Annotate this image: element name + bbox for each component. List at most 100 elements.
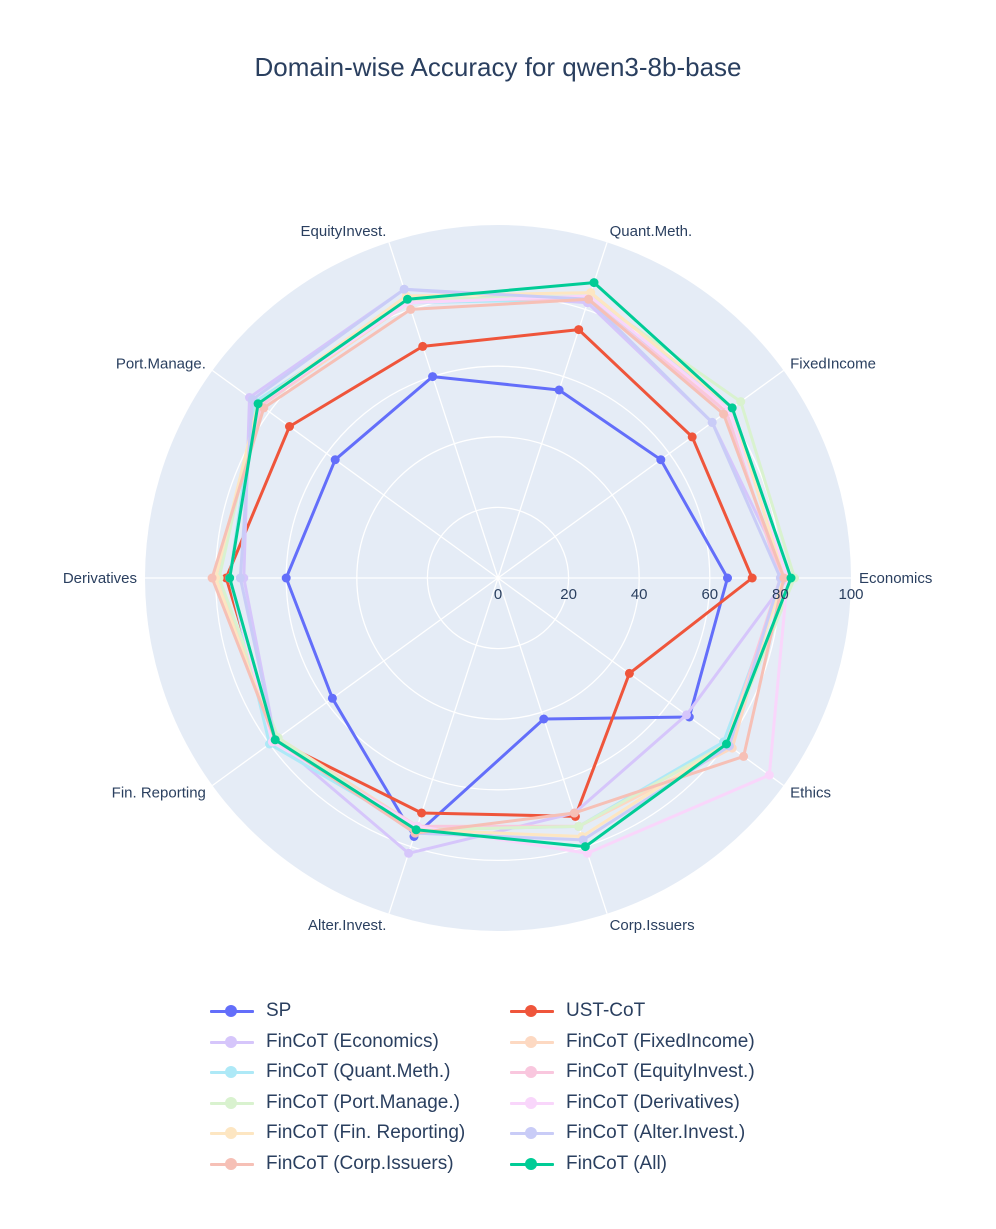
legend-swatch: [208, 1157, 256, 1171]
radial-tick-label: 80: [772, 586, 789, 603]
legend-label: FinCoT (EquityInvest.): [566, 1061, 755, 1083]
data-point: [270, 735, 280, 745]
angular-gridline: [497, 577, 608, 914]
legend-label: FinCoT (Corp.Issuers): [266, 1152, 454, 1174]
legend-item[interactable]: FinCoT (EquityInvest.): [508, 1057, 808, 1088]
legend-item[interactable]: FinCoT (Port.Manage.): [208, 1088, 508, 1119]
data-point: [253, 399, 263, 409]
data-point: [719, 409, 729, 419]
legend-label: FinCoT (Fin. Reporting): [266, 1122, 466, 1144]
legend-swatch: [208, 1035, 256, 1049]
legend-label: FinCoT (All): [566, 1152, 667, 1174]
legend-item[interactable]: FinCoT (All): [508, 1149, 808, 1180]
data-point: [539, 714, 549, 724]
legend-label: FinCoT (FixedIncome): [566, 1030, 755, 1052]
series-layer: [207, 278, 799, 858]
angular-tick-label: Corp.Issuers: [610, 917, 695, 934]
data-point: [399, 284, 409, 294]
data-point: [739, 751, 749, 761]
legend-swatch: [208, 1065, 256, 1079]
angular-gridline: [388, 577, 499, 914]
legend-label: FinCoT (Port.Manage.): [266, 1091, 460, 1113]
data-point: [656, 455, 666, 465]
data-point: [722, 739, 731, 749]
legend-swatch: [208, 1096, 256, 1110]
data-point: [723, 573, 732, 583]
legend-swatch: [508, 1004, 556, 1018]
series-11: [225, 278, 796, 852]
data-point: [574, 821, 584, 831]
legend-swatch: [208, 1126, 256, 1140]
data-point: [764, 770, 774, 780]
data-point: [727, 403, 737, 413]
angular-tick-label: Ethics: [790, 785, 831, 802]
legend-swatch: [508, 1065, 556, 1079]
legend-label: UST-CoT: [566, 1000, 646, 1022]
angular-tick-label: Economics: [859, 570, 932, 587]
legend-swatch: [208, 1004, 256, 1018]
angular-tick-label: Derivatives: [63, 570, 137, 587]
data-point: [682, 710, 691, 720]
radial-tick-label: 0: [494, 586, 502, 603]
data-point: [406, 304, 416, 314]
series-9: [235, 284, 785, 845]
radial-tick-label: 20: [560, 586, 577, 603]
legend: SP UST-CoT FinCoT (Economics) FinCoT (Fixed…: [208, 996, 828, 1179]
legend-item[interactable]: UST-CoT: [508, 996, 808, 1027]
legend-label: SP: [266, 1000, 292, 1022]
legend-item[interactable]: FinCoT (FixedIncome): [508, 1027, 808, 1058]
data-point: [589, 278, 599, 288]
data-point: [417, 808, 427, 818]
data-point: [747, 573, 757, 583]
series-0: [281, 372, 732, 841]
data-point: [786, 573, 796, 583]
data-point: [235, 573, 245, 583]
radial-tick-label: 100: [838, 586, 863, 603]
legend-swatch: [508, 1096, 556, 1110]
legend-item[interactable]: SP: [208, 996, 508, 1027]
data-point: [281, 573, 291, 583]
data-point: [554, 385, 564, 395]
legend-swatch: [508, 1157, 556, 1171]
data-point: [580, 842, 590, 852]
radial-tick-label: 40: [631, 586, 648, 603]
legend-label: FinCoT (Economics): [266, 1030, 439, 1052]
data-point: [330, 455, 340, 465]
legend-item[interactable]: FinCoT (Quant.Meth.): [208, 1057, 508, 1088]
data-point: [584, 294, 593, 304]
data-point: [779, 573, 789, 583]
data-point: [418, 341, 428, 351]
legend-item[interactable]: FinCoT (Corp.Issuers): [208, 1149, 508, 1180]
data-point: [624, 668, 634, 678]
legend-swatch: [508, 1126, 556, 1140]
chart-title: Domain-wise Accuracy for qwen3-8b-base: [254, 52, 742, 82]
angular-tick-label: Fin. Reporting: [112, 785, 206, 802]
data-point: [736, 397, 746, 407]
data-point: [403, 294, 412, 304]
legend-item[interactable]: FinCoT (Fin. Reporting): [208, 1118, 508, 1149]
angular-tick-label: EquityInvest.: [301, 223, 387, 240]
legend-item[interactable]: FinCoT (Economics): [208, 1027, 508, 1058]
data-point: [411, 825, 421, 835]
legend-label: FinCoT (Alter.Invest.): [566, 1122, 746, 1144]
legend-label: FinCoT (Derivatives): [566, 1091, 740, 1113]
legend-item[interactable]: FinCoT (Alter.Invest.): [508, 1118, 808, 1149]
angular-gridline: [497, 577, 784, 787]
angular-gridline: [212, 577, 499, 787]
angular-gridline: [497, 369, 784, 579]
legend-item[interactable]: FinCoT (Derivatives): [508, 1088, 808, 1119]
data-point: [404, 848, 414, 858]
data-point: [225, 573, 235, 583]
data-point: [327, 693, 337, 703]
data-point: [428, 372, 438, 382]
legend-swatch: [508, 1035, 556, 1049]
data-point: [707, 417, 717, 427]
data-point: [207, 573, 217, 583]
data-point: [285, 422, 294, 431]
angular-tick-label: Alter.Invest.: [308, 917, 386, 934]
data-point: [569, 808, 579, 818]
angular-tick-label: FixedIncome: [790, 356, 876, 373]
data-point: [687, 432, 697, 442]
